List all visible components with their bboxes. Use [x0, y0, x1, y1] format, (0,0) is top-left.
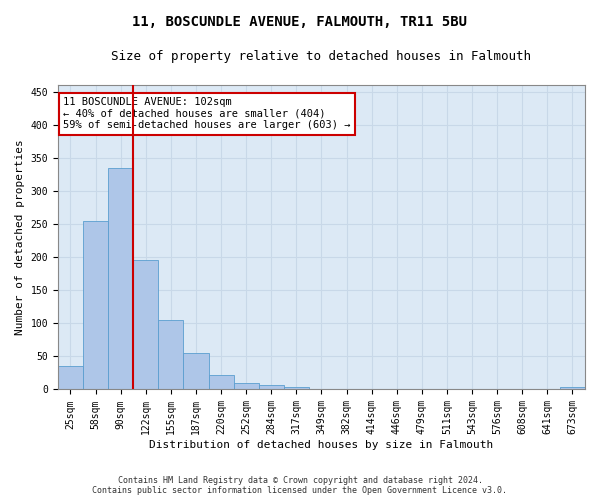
Text: 11 BOSCUNDLE AVENUE: 102sqm
← 40% of detached houses are smaller (404)
59% of se: 11 BOSCUNDLE AVENUE: 102sqm ← 40% of det…: [63, 97, 350, 130]
Y-axis label: Number of detached properties: Number of detached properties: [15, 140, 25, 335]
Bar: [108, 168, 133, 390]
Bar: [560, 388, 585, 390]
Bar: [83, 220, 108, 390]
Bar: [259, 385, 284, 390]
Bar: [309, 389, 334, 390]
Title: Size of property relative to detached houses in Falmouth: Size of property relative to detached ho…: [112, 50, 532, 63]
Bar: [133, 260, 158, 390]
Bar: [233, 383, 259, 390]
Bar: [284, 387, 309, 390]
Bar: [209, 375, 233, 390]
Bar: [58, 366, 83, 390]
Text: Contains HM Land Registry data © Crown copyright and database right 2024.
Contai: Contains HM Land Registry data © Crown c…: [92, 476, 508, 495]
Text: 11, BOSCUNDLE AVENUE, FALMOUTH, TR11 5BU: 11, BOSCUNDLE AVENUE, FALMOUTH, TR11 5BU: [133, 15, 467, 29]
Bar: [158, 320, 184, 390]
Bar: [384, 389, 409, 390]
Bar: [184, 353, 209, 390]
X-axis label: Distribution of detached houses by size in Falmouth: Distribution of detached houses by size …: [149, 440, 494, 450]
